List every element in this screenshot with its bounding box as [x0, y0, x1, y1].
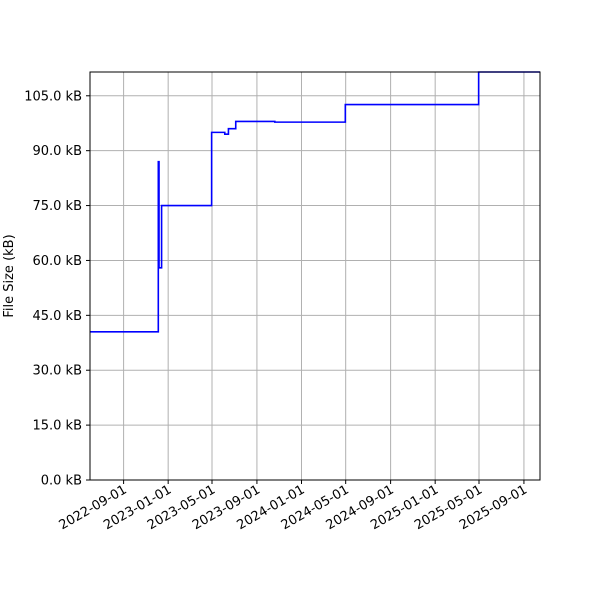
y-tick-label: 30.0 kB: [32, 364, 82, 379]
y-tick-label: 45.0 kB: [32, 309, 82, 324]
y-axis: 0.0 kB 15.0 kB 30.0 kB 45.0 kB 60.0 kB 75.0 k…: [24, 89, 90, 489]
series-line: [90, 71, 540, 333]
plot-area: [90, 71, 540, 333]
y-tick-label: 90.0 kB: [32, 144, 82, 159]
y-axis-label: File Size (kB): [2, 234, 17, 317]
y-tick-label: 15.0 kB: [32, 419, 82, 434]
x-axis: 2022-09-012023-01-012023-05-012023-09-01…: [57, 480, 530, 533]
y-tick-label: 105.0 kB: [24, 89, 82, 104]
y-tick-label: 75.0 kB: [32, 199, 82, 214]
y-tick-label: 60.0 kB: [32, 254, 82, 269]
plot-frame: [89, 71, 541, 481]
y-tick-label: 0.0 kB: [41, 474, 82, 489]
